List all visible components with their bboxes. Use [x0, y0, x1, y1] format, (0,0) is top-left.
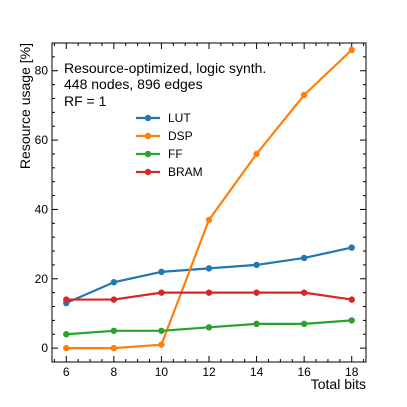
data-point-ff	[253, 320, 260, 328]
data-point-ff	[300, 320, 308, 328]
x-axis-label: Total bits	[311, 376, 366, 392]
y-tick-label: 40	[35, 202, 49, 216]
data-point-bram	[63, 296, 70, 303]
annotation-line-2: 448 nodes, 896 edges	[64, 76, 203, 92]
data-point-bram	[205, 289, 213, 296]
data-point-dsp	[300, 91, 308, 99]
y-axis-label: Resource usage [%]	[17, 43, 33, 169]
data-point-dsp	[205, 216, 213, 224]
x-tick-label: 12	[202, 365, 216, 379]
plot-frame	[51, 42, 367, 363]
legend-label-dsp: DSP	[168, 129, 193, 143]
legend-label-lut: LUT	[168, 111, 191, 125]
data-point-lut	[110, 279, 118, 286]
y-tick-label: 80	[35, 64, 49, 78]
data-point-lut	[348, 244, 355, 251]
x-tick-label: 8	[111, 365, 118, 379]
data-point-ff	[63, 331, 70, 338]
x-tick-label: 16	[297, 365, 311, 379]
data-point-bram	[348, 296, 355, 303]
x-tick-label: 10	[155, 365, 169, 379]
legend-marker-bram	[144, 168, 152, 176]
data-point-bram	[158, 289, 165, 296]
legend-marker-dsp	[144, 132, 152, 140]
legend-marker-lut	[144, 114, 152, 122]
data-point-bram	[300, 289, 308, 296]
data-point-ff	[348, 317, 355, 324]
series-line-dsp	[66, 49, 353, 350]
legend-marker-ff	[144, 150, 152, 158]
legend: LUT DSP FF BRAM	[136, 111, 203, 179]
data-point-lut	[205, 265, 213, 272]
data-point-bram	[110, 296, 118, 303]
data-point-dsp	[63, 344, 70, 352]
annotation-line-1: Resource-optimized, logic synth.	[64, 60, 266, 76]
x-tick-label: 6	[63, 365, 70, 379]
data-point-lut	[158, 268, 165, 276]
data-point-ff	[158, 327, 165, 334]
data-point-dsp	[158, 341, 165, 348]
data-point-lut	[253, 261, 260, 269]
annotation-line-3: RF = 1	[64, 93, 107, 109]
y-tick-label: 0	[41, 341, 48, 355]
legend-label-bram: BRAM	[168, 165, 203, 179]
data-point-lut	[300, 254, 308, 262]
data-point-dsp	[348, 46, 355, 54]
x-tick-label: 18	[345, 365, 359, 379]
data-point-ff	[205, 324, 213, 331]
data-point-dsp	[253, 150, 260, 158]
y-tick-label: 20	[35, 272, 49, 286]
data-point-ff	[110, 327, 118, 334]
legend-label-ff: FF	[168, 147, 183, 161]
x-tick-label: 14	[250, 365, 264, 379]
data-point-bram	[253, 289, 260, 296]
data-point-dsp	[110, 344, 118, 352]
y-tick-label: 60	[35, 133, 49, 147]
